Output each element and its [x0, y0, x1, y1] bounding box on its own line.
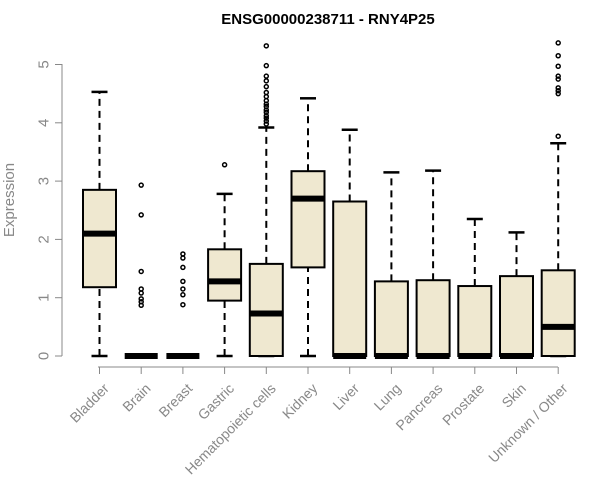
- outlier-point: [555, 90, 561, 97]
- outlier-point: [263, 113, 270, 119]
- box-rect: [373, 280, 409, 358]
- outlier-point: [263, 73, 270, 79]
- x-tick-label: Kidney: [279, 380, 321, 422]
- outlier-point: [180, 292, 186, 298]
- outlier-point: [263, 83, 270, 90]
- x-tick-label: Bladder: [67, 380, 113, 426]
- box-group: [332, 128, 368, 359]
- x-tick-label: Unknown / Other: [485, 380, 571, 466]
- outlier-point: [263, 78, 270, 84]
- box-group: [290, 97, 326, 358]
- box-group: [457, 217, 493, 359]
- y-tick-label: 0: [36, 352, 53, 360]
- box-group: [415, 169, 451, 359]
- outlier-point: [180, 264, 186, 271]
- outlier-point: [263, 43, 270, 49]
- outlier-point: [138, 182, 144, 188]
- outlier-point: [555, 73, 561, 79]
- chart-title: ENSG00000238711 - RNY4P25: [221, 11, 434, 28]
- box-group: [82, 90, 117, 358]
- outlier-point: [555, 63, 561, 69]
- box-rect: [332, 200, 368, 357]
- box-rect: [415, 279, 451, 357]
- x-tick-label: Prostate: [439, 380, 487, 428]
- box-rect: [457, 285, 493, 358]
- y-tick-label: 1: [36, 294, 53, 302]
- box-group: [166, 251, 200, 359]
- outlier-point: [555, 85, 561, 91]
- boxes-group: [82, 40, 576, 359]
- outlier-point: [263, 62, 270, 69]
- outlier-point: [180, 286, 186, 292]
- outlier-point: [138, 268, 144, 275]
- x-tick-label: Breast: [155, 380, 195, 420]
- box-rect: [82, 188, 117, 289]
- outlier-point: [555, 76, 561, 82]
- box-group: [124, 182, 158, 359]
- outlier-point: [263, 115, 270, 121]
- outlier-point: [138, 296, 144, 302]
- outlier-point: [180, 301, 186, 308]
- y-ticks: 0 1 2 3 4 5: [36, 60, 62, 360]
- box-group: [540, 40, 576, 358]
- outlier-point: [263, 107, 270, 113]
- y-axis-label: Expression: [1, 163, 18, 237]
- x-tick-label: Liver: [329, 380, 362, 413]
- outlier-point: [180, 278, 186, 285]
- box-group: [248, 43, 284, 358]
- y-tick-label: 3: [36, 177, 53, 185]
- outlier-point: [263, 101, 270, 107]
- box-rect: [540, 269, 576, 358]
- box-rect: [290, 170, 326, 269]
- x-tick-label: Skin: [498, 380, 529, 411]
- outlier-point: [555, 87, 561, 94]
- outlier-point: [555, 53, 561, 59]
- x-tick-label: Brain: [119, 380, 153, 414]
- box-group: [373, 171, 409, 359]
- outlier-point: [263, 121, 270, 127]
- outlier-point: [138, 212, 144, 218]
- outlier-point: [221, 162, 228, 168]
- x-tick-label: Lung: [371, 380, 404, 413]
- outlier-point: [555, 40, 561, 46]
- y-tick-label: 2: [36, 235, 53, 243]
- box-rect: [499, 275, 534, 357]
- y-tick-label: 5: [36, 60, 53, 68]
- box-rect: [248, 262, 284, 357]
- outlier-point: [263, 118, 270, 124]
- box-group: [499, 231, 534, 359]
- outlier-point: [180, 255, 186, 261]
- box-rect: [207, 248, 243, 302]
- outlier-point: [555, 133, 561, 139]
- outlier-point: [138, 302, 144, 309]
- box-group: [207, 162, 243, 358]
- y-tick-label: 4: [36, 119, 53, 127]
- outlier-point: [138, 290, 144, 296]
